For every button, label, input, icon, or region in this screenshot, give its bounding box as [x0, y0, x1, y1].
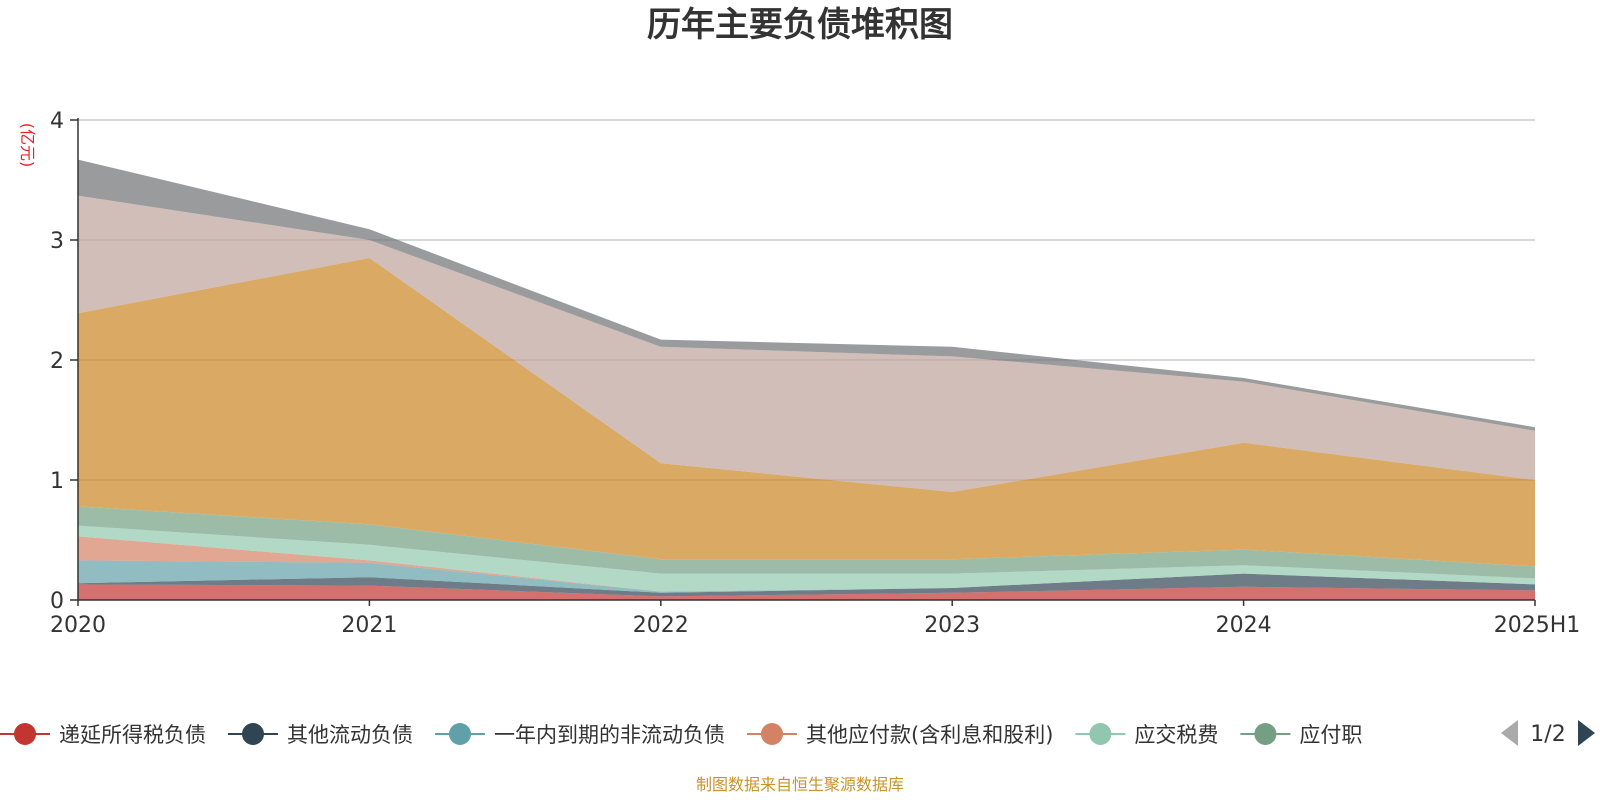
area-series-2 [78, 573, 1535, 597]
legend-item[interactable]: 递延所得税负债 [0, 723, 206, 747]
legend-prev-page-icon[interactable] [1501, 720, 1518, 746]
legend-next-page-icon[interactable] [1578, 720, 1595, 746]
legend-pager: 1/2 [1501, 720, 1595, 747]
x-tick-label: 2025H1 [1494, 613, 1581, 638]
area-series-7 [78, 258, 1535, 567]
legend-circle-icon [761, 723, 783, 745]
area-series-6 [78, 506, 1535, 579]
legend-label: 应付职 [1299, 723, 1362, 747]
legend-item[interactable]: 一年内到期的非流动负债 [435, 723, 725, 747]
area-series-8 [78, 195, 1535, 492]
legend-page-indicator: 1/2 [1530, 722, 1565, 747]
legend-item[interactable]: 应交税费 [1075, 723, 1218, 747]
area-series-5 [78, 525, 1535, 592]
chart-title: 历年主要负债堆积图 [647, 5, 953, 45]
legend: 递延所得税负债 其他流动负债 一年内到期的非流动负债 其他应付款(含利息和股利) 应交税… [0, 723, 1362, 747]
legend-items: 递延所得税负债 其他流动负债 一年内到期的非流动负债 其他应付款(含利息和股利) 应交税… [0, 723, 1362, 747]
legend-item[interactable]: 其他流动负债 [228, 723, 413, 747]
legend-circle-icon [1089, 723, 1112, 745]
legend-label: 递延所得税负债 [59, 723, 206, 747]
x-tick-label: 2021 [341, 613, 397, 638]
x-tick-label: 2022 [633, 613, 689, 638]
legend-item[interactable]: 其他应付款(含利息和股利) [747, 723, 1053, 747]
legend-label: 其他应付款(含利息和股利) [806, 723, 1053, 747]
legend-label: 其他流动负债 [287, 723, 413, 747]
area-series-9 [78, 159, 1535, 431]
y-axis-unit-label: (亿元) [18, 123, 37, 168]
area-series-layer [78, 159, 1535, 600]
area-series-1 [78, 584, 1535, 600]
x-tick-label: 2020 [50, 613, 106, 638]
y-tick-label: 2 [50, 349, 64, 374]
legend-circle-icon [1254, 723, 1277, 745]
legend-label: 一年内到期的非流动负债 [494, 723, 725, 747]
x-tick-label: 2024 [1216, 613, 1272, 638]
y-tick-label: 0 [50, 589, 64, 614]
legend-circle-icon [242, 723, 264, 745]
legend-item[interactable]: 应付职 [1240, 723, 1362, 747]
legend-label: 应交税费 [1134, 723, 1218, 747]
y-tick-label: 1 [50, 469, 64, 494]
y-tick-label: 3 [50, 229, 64, 254]
y-tick-label: 4 [50, 109, 64, 134]
axes: 0 1 2 3 4 2020 2021 2022 2023 2024 2025H1 [50, 109, 1580, 638]
x-tick-label: 2023 [924, 613, 980, 638]
data-source-note: 制图数据来自恒生聚源数据库 [696, 775, 904, 794]
area-series-3 [78, 560, 1535, 593]
legend-circle-icon [14, 723, 36, 745]
legend-circle-icon [449, 723, 471, 745]
